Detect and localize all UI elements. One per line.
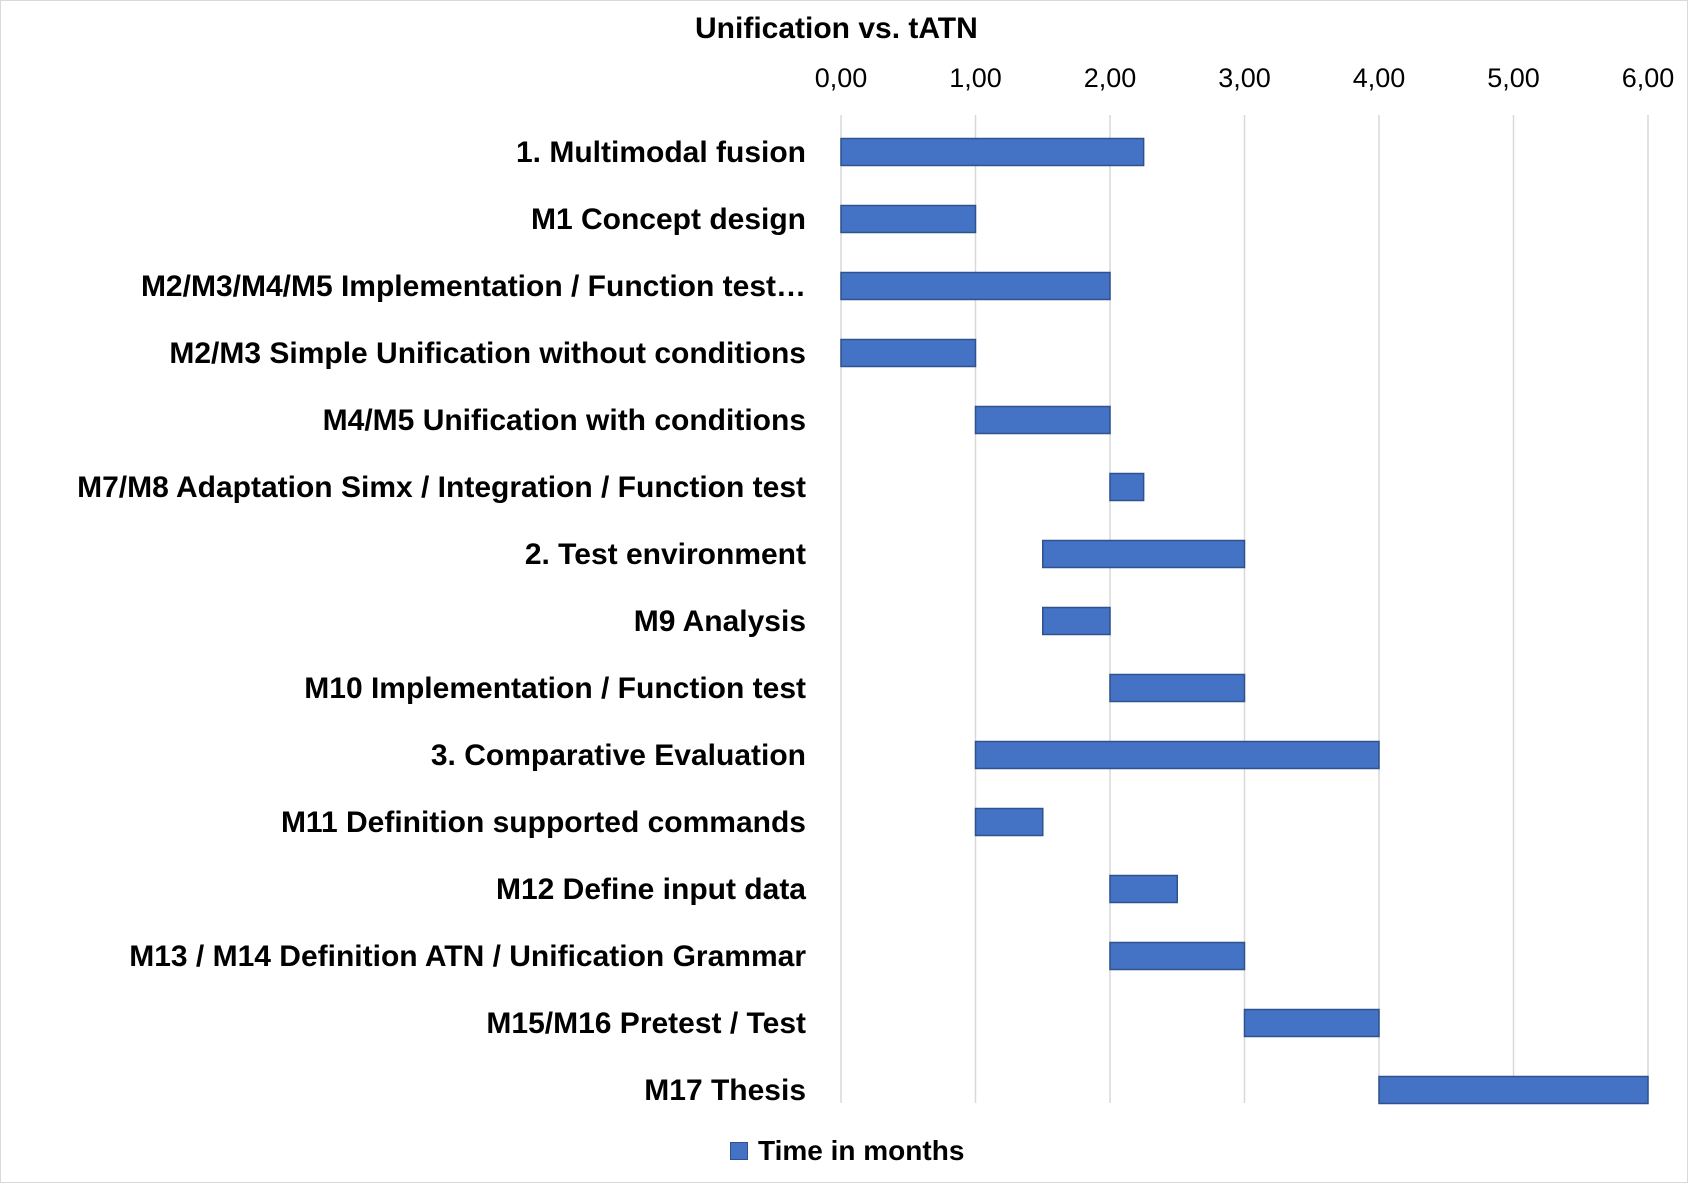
bar	[974, 740, 1380, 770]
bar	[1042, 539, 1246, 569]
bar	[1042, 606, 1111, 636]
bar	[840, 338, 977, 368]
category-label: 3. Comparative Evaluation	[431, 739, 806, 772]
x-tick-label: 6,00	[1622, 63, 1675, 93]
category-label: M9 Analysis	[634, 605, 806, 638]
category-label: M4/M5 Unification with conditions	[323, 404, 806, 437]
chart-title-text: Unification vs. tATN	[695, 12, 978, 45]
legend: Time in months	[730, 1135, 964, 1167]
bar	[974, 807, 1044, 837]
legend-swatch	[730, 1142, 748, 1160]
category-label: M2/M3/M4/M5 Implementation / Function te…	[141, 270, 806, 303]
category-label: M2/M3 Simple Unification without conditi…	[169, 337, 806, 370]
x-tick-label: 0,00	[815, 63, 868, 93]
bar	[1378, 1075, 1649, 1105]
bar	[840, 137, 1145, 167]
category-label: M12 Define input data	[496, 873, 806, 906]
category-label: M17 Thesis	[644, 1074, 806, 1107]
bar	[1243, 1008, 1380, 1038]
bar	[840, 271, 1111, 301]
bar	[840, 204, 977, 234]
category-label: 2. Test environment	[525, 538, 806, 571]
category-label: M13 / M14 Definition ATN / Unification G…	[129, 940, 806, 973]
legend-label: Time in months	[758, 1135, 965, 1166]
bar	[1109, 673, 1246, 703]
category-label: 1. Multimodal fusion	[516, 136, 806, 169]
category-label: M1 Concept design	[531, 203, 806, 236]
x-tick-label: 1,00	[949, 63, 1002, 93]
x-tick-label: 4,00	[1353, 63, 1406, 93]
category-label: M15/M16 Pretest / Test	[486, 1007, 806, 1040]
x-tick-label: 5,00	[1487, 63, 1540, 93]
bar	[974, 405, 1111, 435]
x-tick-label: 2,00	[1084, 63, 1137, 93]
category-label: M11 Definition supported commands	[281, 806, 806, 839]
category-label: M10 Implementation / Function test	[304, 672, 806, 705]
bar	[1109, 472, 1145, 502]
category-label: M7/M8 Adaptation Simx / Integration / Fu…	[77, 471, 806, 504]
bar	[1109, 874, 1178, 904]
bar	[1109, 941, 1246, 971]
x-tick-label: 3,00	[1218, 63, 1271, 93]
